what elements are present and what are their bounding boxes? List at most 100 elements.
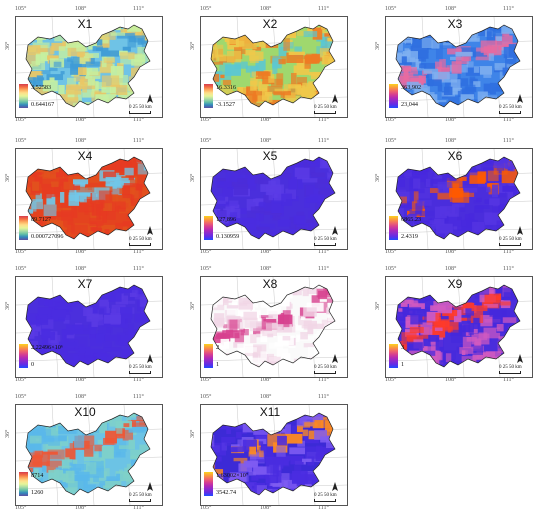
coordinate-label: 108° — [260, 266, 271, 272]
coordinate-label: 111° — [318, 266, 329, 272]
coordinate-label: 105° — [200, 138, 211, 144]
coordinate-label: 36° — [375, 302, 381, 310]
scale-bar — [129, 499, 151, 502]
map-panel-x1: 105°108°111°105°108°111°36°36°X13.525830… — [5, 4, 165, 122]
scale-label: 0 25 50 km — [129, 365, 152, 370]
raster-map — [201, 277, 347, 377]
map-title: X11 — [190, 405, 350, 419]
legend-max-label: 89.7127 — [31, 216, 51, 223]
coordinate-label: 36° — [190, 302, 196, 310]
raster-map — [16, 277, 162, 377]
coordinate-label: 36° — [5, 430, 11, 438]
legend-max-label: 363,902 — [401, 84, 421, 91]
scale-label: 0 25 50 km — [129, 105, 152, 110]
coordinate-label: 36° — [5, 174, 11, 182]
coordinate-label: 108° — [75, 266, 86, 272]
coordinate-label: 108° — [75, 138, 86, 144]
color-legend — [389, 344, 398, 368]
legend-max-label: 6865.23 — [401, 216, 421, 223]
coordinate-label: 105° — [200, 394, 211, 400]
scale-bar — [314, 111, 336, 114]
map-title: X10 — [5, 405, 165, 419]
map-title: X4 — [5, 149, 165, 163]
scale-label: 0 25 50 km — [129, 237, 152, 242]
map-title: X2 — [190, 17, 350, 31]
scale-bar — [129, 111, 151, 114]
coordinate-label: 105° — [200, 266, 211, 272]
map-frame — [15, 276, 163, 378]
scale-label: 0 25 50 km — [314, 493, 337, 498]
scale-label: 0 25 50 km — [129, 493, 152, 498]
legend-min-label: 1 — [401, 361, 404, 368]
color-legend — [204, 344, 213, 368]
coordinate-label: 108° — [445, 6, 456, 12]
north-arrow-icon — [145, 482, 155, 492]
north-arrow-icon — [515, 226, 525, 236]
scale-label: 0 25 50 km — [499, 237, 522, 242]
coordinate-label: 111° — [133, 138, 144, 144]
legend-min-label: 0 — [31, 361, 34, 368]
north-arrow-icon — [145, 94, 155, 104]
coordinate-label: 108° — [260, 6, 271, 12]
color-legend — [19, 216, 28, 240]
north-arrow-icon — [145, 354, 155, 364]
coordinate-label: 105° — [15, 138, 26, 144]
legend-max-label: 8714 — [31, 472, 43, 479]
coordinate-label: 36° — [5, 42, 11, 50]
coordinate-label: 105° — [15, 394, 26, 400]
north-arrow-icon — [330, 354, 340, 364]
coordinate-label: 108° — [75, 394, 86, 400]
map-title: X5 — [190, 149, 350, 163]
scale-bar — [314, 371, 336, 374]
north-arrow-icon — [330, 226, 340, 236]
color-legend — [204, 84, 213, 108]
coordinate-label: 111° — [503, 138, 514, 144]
coordinate-label: 105° — [385, 138, 396, 144]
coordinate-label: 111° — [318, 138, 329, 144]
map-title: X3 — [375, 17, 535, 31]
map-panel-x11: 105°108°111°105°108°111°36°36°X111.63002… — [190, 392, 350, 510]
map-panel-x5: 105°108°111°105°108°111°36°36°X5127,8960… — [190, 136, 350, 254]
color-legend — [19, 84, 28, 108]
color-legend — [204, 472, 213, 496]
coordinate-label: 36° — [190, 430, 196, 438]
coordinate-label: 108° — [260, 138, 271, 144]
legend-max-label: 2 — [216, 344, 219, 351]
legend-min-label: 3542.74 — [216, 489, 236, 496]
map-title: X6 — [375, 149, 535, 163]
legend-max-label: 16.3316 — [216, 84, 236, 91]
legend-max-label: 2.22496×10⁶ — [31, 344, 63, 351]
coordinate-label: 36° — [375, 174, 381, 182]
color-legend — [204, 216, 213, 240]
coordinate-label: 36° — [5, 302, 11, 310]
legend-min-label: -3.1527 — [216, 101, 235, 108]
scale-label: 0 25 50 km — [314, 237, 337, 242]
coordinate-label: 111° — [503, 6, 514, 12]
coordinate-label: 111° — [133, 6, 144, 12]
scale-label: 0 25 50 km — [499, 105, 522, 110]
scale-label: 0 25 50 km — [314, 365, 337, 370]
map-panel-x2: 105°108°111°105°108°111°36°36°X216.3316-… — [190, 4, 350, 122]
map-panel-x7: 105°108°111°105°108°111°36°36°X72.22496×… — [5, 264, 165, 382]
legend-min-label: 2.4319 — [401, 233, 418, 240]
map-panel-x6: 105°108°111°105°108°111°36°36°X66865.232… — [375, 136, 535, 254]
scale-bar — [499, 111, 521, 114]
color-legend — [389, 84, 398, 108]
color-legend — [389, 216, 398, 240]
coordinate-label: 111° — [318, 394, 329, 400]
legend-min-label: 1 — [216, 361, 219, 368]
map-title: X7 — [5, 277, 165, 291]
coordinate-label: 108° — [445, 266, 456, 272]
coordinate-label: 105° — [385, 6, 396, 12]
coordinate-label: 36° — [375, 42, 381, 50]
map-panel-x10: 105°108°111°105°108°111°36°36°X108714126… — [5, 392, 165, 510]
map-title: X9 — [375, 277, 535, 291]
north-arrow-icon — [515, 94, 525, 104]
scale-bar — [499, 371, 521, 374]
scale-bar — [314, 243, 336, 246]
coordinate-label: 111° — [503, 266, 514, 272]
legend-max-label: 127,896 — [216, 216, 236, 223]
north-arrow-icon — [330, 482, 340, 492]
legend-min-label: 0.644167 — [31, 101, 54, 108]
